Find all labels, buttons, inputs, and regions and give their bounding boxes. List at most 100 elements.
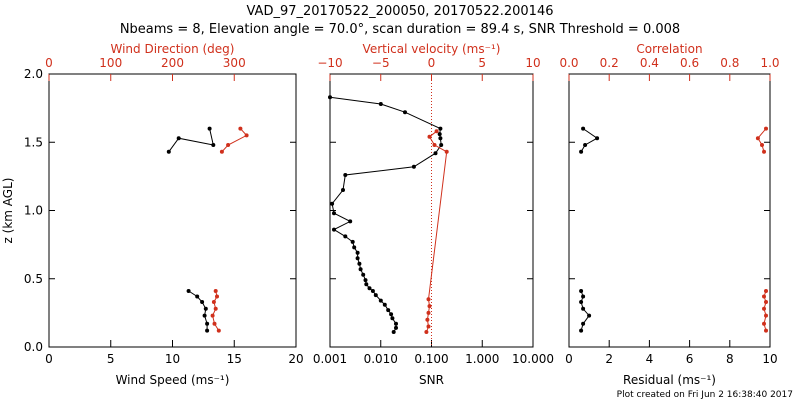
wind-ytick-label: 0.0: [24, 340, 43, 354]
snr-series-0-point: [361, 272, 366, 277]
residual-series-0-point: [579, 289, 584, 293]
residual-series-2-point: [762, 294, 766, 299]
snr-series-0-point: [343, 234, 348, 239]
wind-series-0-point: [203, 306, 208, 311]
snr-series-0-point: [352, 245, 357, 250]
plot-created-footer: Plot created on Fri Jun 2 16:38:40 2017: [617, 390, 793, 400]
residual-xlabel: Residual (ms⁻¹): [623, 373, 716, 387]
snr-series-1-point: [426, 310, 431, 315]
residual-xtick-label: 2: [605, 352, 613, 366]
wind-series-0-point: [205, 321, 210, 326]
snr-series-0-point: [386, 308, 391, 313]
snr-top-xtick-label: −5: [372, 56, 390, 70]
wind-series-0-point: [200, 300, 205, 304]
residual-series-0-point: [581, 294, 586, 299]
residual-series-1-point: [583, 143, 588, 147]
wind-ytick-label: 2.0: [24, 67, 43, 81]
snr-series-0-point: [394, 321, 398, 326]
wind-series-2-point: [213, 306, 218, 311]
wind-series-2-point: [212, 321, 217, 326]
snr-series-0-point: [358, 267, 363, 272]
snr-top-xtick-label: 5: [478, 56, 486, 70]
snr-series-0-point: [330, 201, 335, 206]
snr-series-0-point: [370, 289, 375, 293]
wind-top-xlabel: Wind Direction (deg): [111, 42, 235, 56]
snr-top-xtick-label: 10: [525, 56, 540, 70]
wind-series-3-line: [221, 128, 248, 153]
snr-series-0-point: [382, 302, 387, 307]
wind-xtick-label: 0: [45, 352, 53, 366]
snr-xtick-label: 0.100: [414, 352, 448, 366]
snr-top-xtick-label: 0: [428, 56, 436, 70]
residual-series-3-point: [764, 126, 768, 131]
panel-residual-frame: [568, 73, 771, 348]
wind-xlabel: Wind Speed (ms⁻¹): [116, 373, 230, 387]
residual-series-3-line: [757, 128, 767, 152]
snr-series-1-point: [444, 149, 449, 154]
snr-series-0-point: [394, 325, 398, 330]
wind-series-1-point: [166, 149, 171, 154]
wind-series-2-point: [215, 294, 219, 299]
snr-series-0-point: [348, 219, 353, 224]
wind-series-0-point: [195, 294, 200, 299]
snr-series-0-point: [355, 250, 360, 255]
wind-series-3-point: [226, 143, 231, 147]
snr-series-0-point: [439, 143, 444, 147]
snr-series-1-point: [426, 297, 431, 302]
snr-series-0-point: [373, 293, 378, 298]
residual-series-0-point: [581, 321, 586, 326]
residual-xtick-label: 4: [646, 352, 654, 366]
snr-series-0-point: [378, 102, 383, 106]
residual-series-1-point: [579, 149, 584, 154]
residual-top-xtick-label: 0.2: [600, 56, 619, 70]
residual-xtick-label: 0: [565, 352, 573, 366]
residual-series-1-line: [580, 128, 599, 153]
panel-wind-frame: [48, 73, 297, 348]
figure-title-line1: VAD_97_20170522_200050, 20170522.200146: [247, 4, 554, 19]
residual-series-2-point: [764, 328, 768, 333]
residual-top-xtick-label: 1.0: [760, 56, 779, 70]
panel-snr-frame: [329, 73, 534, 348]
snr-xtick-label: 0.010: [364, 352, 398, 366]
snr-series-0-point: [355, 256, 360, 261]
snr-top-xtick-label: −10: [317, 56, 342, 70]
wind-series-1-point: [211, 143, 216, 147]
snr-series-0-point: [390, 316, 395, 321]
wind-top-xtick-label: 100: [99, 56, 122, 70]
snr-series-0-point: [391, 330, 396, 334]
residual-series-3-point: [760, 143, 764, 147]
snr-series-0-point: [363, 278, 368, 283]
wind-xtick-label: 20: [288, 352, 303, 366]
residual-series-0-point: [581, 306, 586, 311]
residual-series-2-point: [764, 313, 768, 318]
residual-series-0-point: [587, 313, 592, 318]
residual-top-xtick-label: 0.0: [559, 56, 578, 70]
snr-series-0-point: [367, 286, 372, 291]
wind-ytick-label: 0.5: [24, 272, 43, 286]
wind-top-xtick-label: 300: [223, 56, 246, 70]
wind-series-2-point: [213, 289, 218, 293]
residual-top-xlabel: Correlation: [636, 42, 702, 56]
snr-series-1-point: [434, 129, 439, 134]
residual-series-2-point: [762, 306, 766, 311]
residual-series-0-point: [579, 328, 584, 333]
wind-series-3-point: [219, 149, 224, 154]
snr-series-0-point: [350, 239, 355, 244]
residual-top-xtick-label: 0.8: [720, 56, 739, 70]
snr-series-1-point: [427, 304, 432, 309]
snr-series-0-point: [378, 298, 383, 303]
residual-xtick-label: 10: [762, 352, 777, 366]
wind-series-2-point: [211, 300, 216, 304]
snr-series-0-point: [341, 188, 345, 192]
snr-xlabel: SNR: [419, 373, 444, 387]
snr-series-1-line: [425, 130, 448, 333]
residual-xtick-label: 8: [726, 352, 734, 366]
residual-series-3-point: [762, 149, 766, 154]
wind-ytick-label: 1.0: [24, 204, 43, 218]
residual-top-xtick-label: 0.4: [640, 56, 659, 70]
snr-series-0-point: [328, 95, 332, 100]
wind-xtick-label: 10: [165, 352, 180, 366]
wind-series-0-point: [202, 313, 207, 318]
